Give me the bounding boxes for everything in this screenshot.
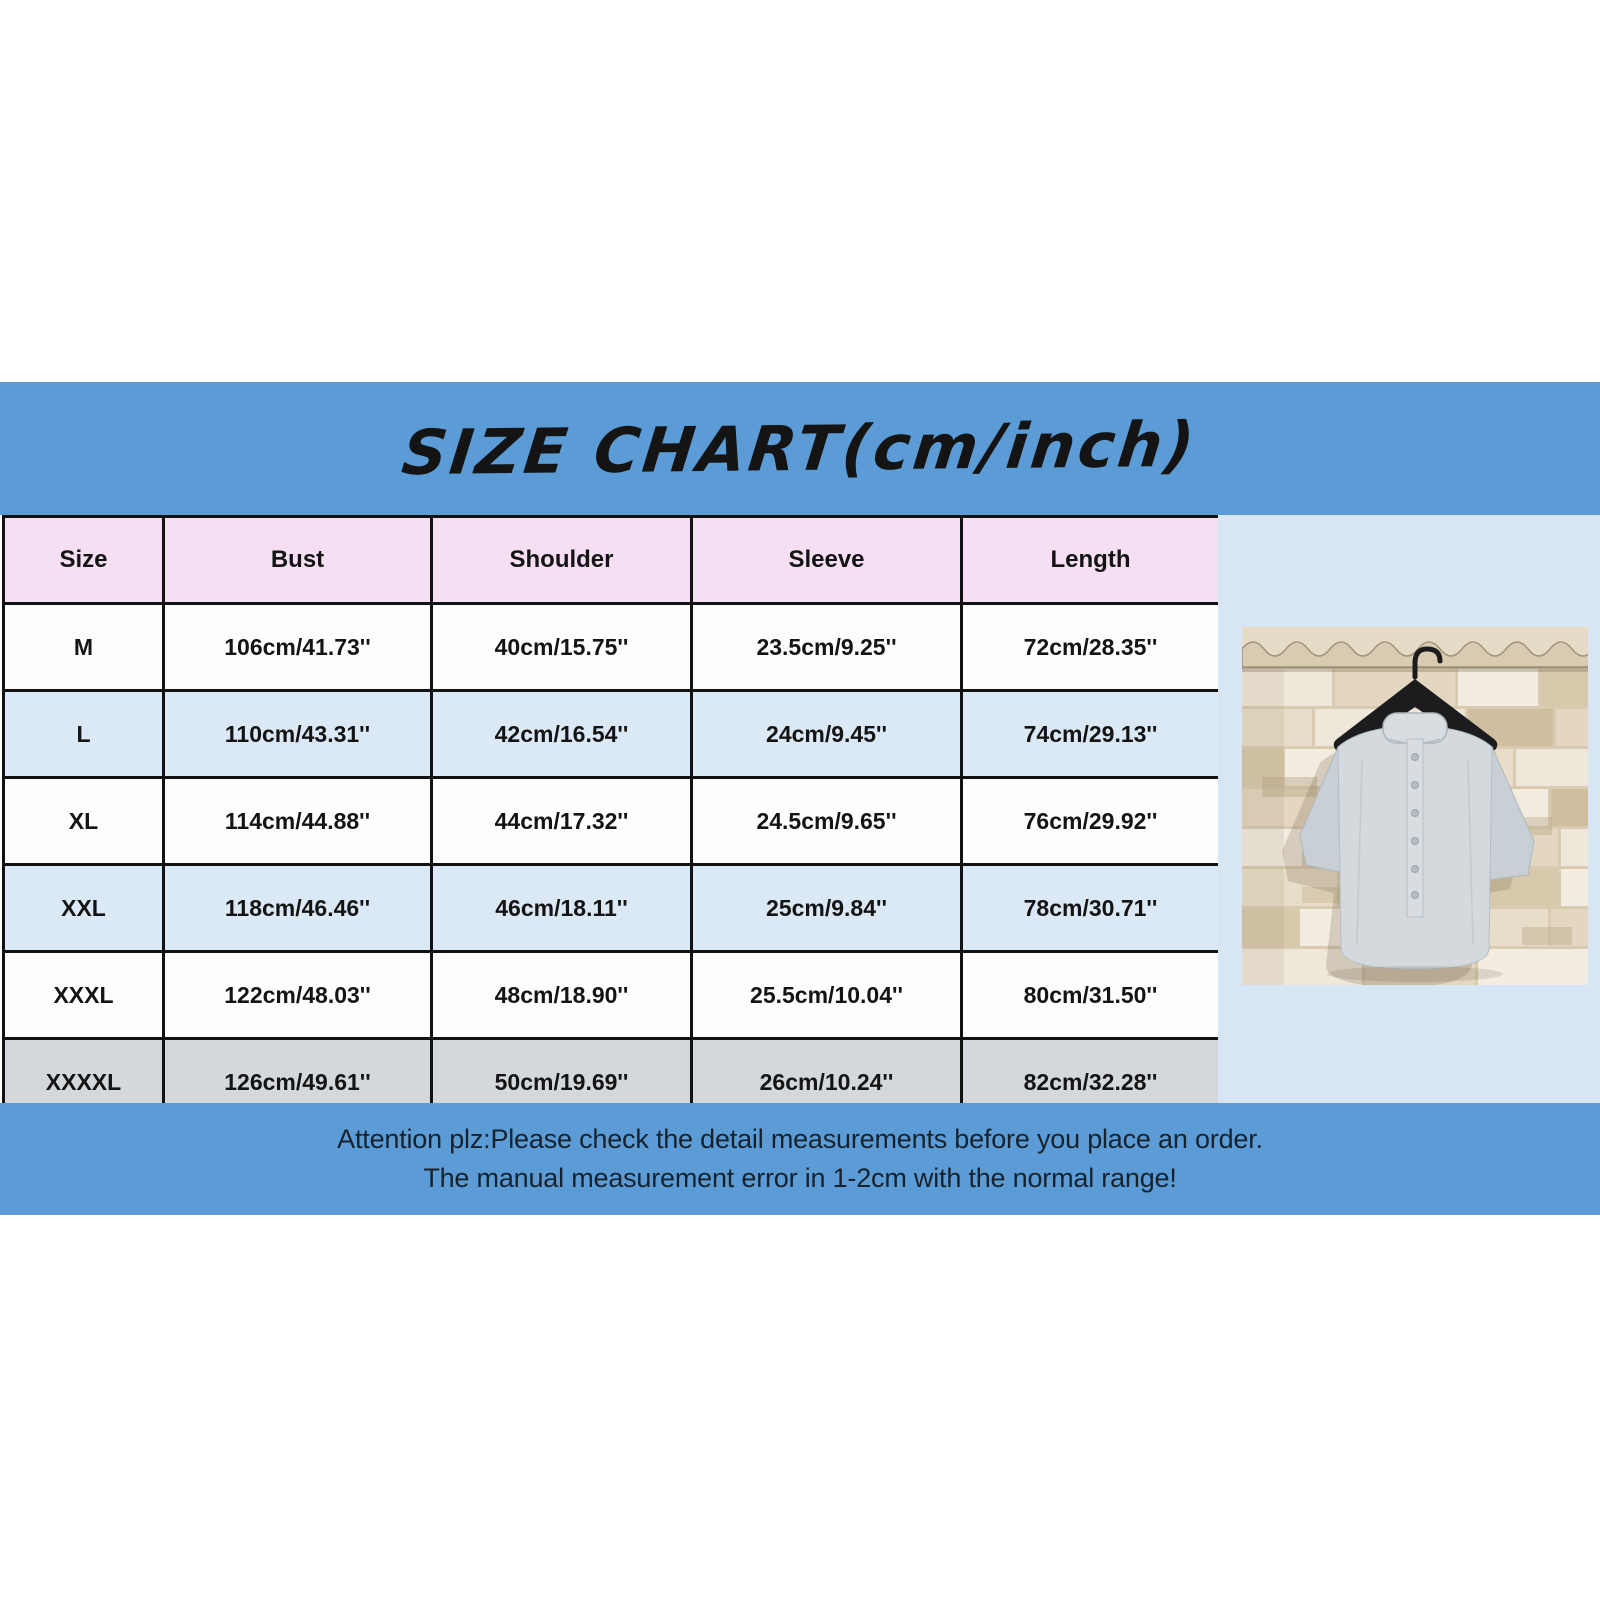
column-header-sleeve: Sleeve [690,515,963,605]
length-cell: 78cm/30.71'' [960,863,1221,953]
attention-line-1: Attention plz:Please check the detail me… [337,1124,1263,1154]
shoulder-cell: 46cm/18.11'' [430,863,693,953]
size-cell: M [2,602,165,692]
size-cell: L [2,689,165,779]
header-row: Size Bust Shoulder Sleeve Length [2,515,1221,605]
shoulder-cell: 44cm/17.32'' [430,776,693,866]
length-cell: 76cm/29.92'' [960,776,1221,866]
table-row: XXL 118cm/46.46'' 46cm/18.11'' 25cm/9.84… [2,863,1221,953]
page-title: SIZE CHART(cm/inch) [398,407,1202,490]
shirt-photo-graphic [1241,627,1595,987]
shoulder-cell: 42cm/16.54'' [430,689,693,779]
product-photo [1241,627,1595,987]
size-table: Size Bust Shoulder Sleeve Length M 106cm… [2,515,1221,1127]
size-cell: XXXL [2,950,165,1040]
column-header-bust: Bust [162,515,433,605]
table-row: XL 114cm/44.88'' 44cm/17.32'' 24.5cm/9.6… [2,776,1221,866]
shoulder-cell: 48cm/18.90'' [430,950,693,1040]
table-row: L 110cm/43.31'' 42cm/16.54'' 24cm/9.45''… [2,689,1221,779]
product-photo-panel [1218,515,1600,1103]
column-header-shoulder: Shoulder [430,515,693,605]
attention-line-2: The manual measurement error in 1-2cm wi… [423,1163,1177,1193]
column-header-size: Size [2,515,165,605]
bust-cell: 110cm/43.31'' [162,689,433,779]
sleeve-cell: 23.5cm/9.25'' [690,602,963,692]
length-cell: 74cm/29.13'' [960,689,1221,779]
title-banner: SIZE CHART(cm/inch) [0,382,1600,515]
size-cell: XXL [2,863,165,953]
bust-cell: 122cm/48.03'' [162,950,433,1040]
placket-buttons [1406,738,1424,918]
sleeve-cell: 24.5cm/9.65'' [690,776,963,866]
sleeve-cell: 25cm/9.84'' [690,863,963,953]
sleeve-cell: 24cm/9.45'' [690,689,963,779]
bust-cell: 106cm/41.73'' [162,602,433,692]
table-row: XXXL 122cm/48.03'' 48cm/18.90'' 25.5cm/1… [2,950,1221,1040]
attention-banner: Attention plz:Please check the detail me… [0,1103,1600,1215]
column-header-length: Length [960,515,1221,605]
table-row: M 106cm/41.73'' 40cm/15.75'' 23.5cm/9.25… [2,602,1221,692]
bust-cell: 114cm/44.88'' [162,776,433,866]
shirt-graphic [1299,712,1535,982]
bust-cell: 118cm/46.46'' [162,863,433,953]
shoulder-cell: 40cm/15.75'' [430,602,693,692]
length-cell: 72cm/28.35'' [960,602,1221,692]
sleeve-cell: 25.5cm/10.04'' [690,950,963,1040]
length-cell: 80cm/31.50'' [960,950,1221,1040]
size-cell: XL [2,776,165,866]
